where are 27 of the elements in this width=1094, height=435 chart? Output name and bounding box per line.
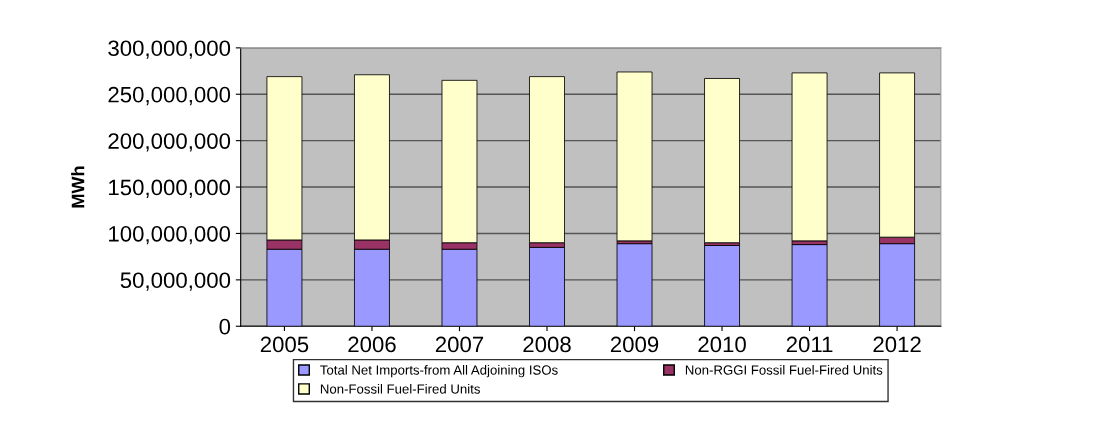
y-tick-label: 100,000,000 bbox=[109, 225, 231, 245]
bar bbox=[616, 243, 653, 327]
bar bbox=[791, 244, 828, 327]
y-tick-label: 0 bbox=[219, 318, 231, 335]
bar bbox=[704, 78, 740, 244]
x-tick-label: 2012 bbox=[873, 336, 921, 353]
y-tick-label: 300,000,000 bbox=[108, 40, 231, 59]
y-tick-label: 250,000,000 bbox=[108, 86, 231, 106]
x-tick-label: 2008 bbox=[523, 336, 571, 353]
x-tick-label: 2006 bbox=[348, 336, 396, 353]
legend-label: Non-RGGI Fossil Fuel-Fired Units bbox=[685, 365, 883, 375]
y-tick-label: 50,000,000 bbox=[120, 272, 231, 291]
legend-label: Total Net Imports-from All Adjoining ISOs bbox=[320, 365, 558, 378]
x-tick-label: 2011 bbox=[786, 336, 833, 353]
y-tick-label: 200,000,000 bbox=[108, 133, 231, 152]
bar bbox=[704, 245, 740, 327]
x-tick-label: 2007 bbox=[435, 336, 484, 353]
bar bbox=[616, 71, 653, 242]
y-tick-label: 150,000,000 bbox=[109, 179, 231, 198]
x-tick-label: 2010 bbox=[698, 336, 746, 353]
x-tick-label: 2009 bbox=[610, 336, 659, 353]
x-tick-label: 2005 bbox=[260, 336, 309, 353]
bar bbox=[791, 72, 828, 242]
bar bbox=[529, 76, 565, 244]
legend-label: Non-Fossil Fuel-Fired Units bbox=[320, 383, 480, 394]
bar bbox=[529, 246, 565, 327]
y-axis-title: MWh bbox=[71, 166, 85, 208]
